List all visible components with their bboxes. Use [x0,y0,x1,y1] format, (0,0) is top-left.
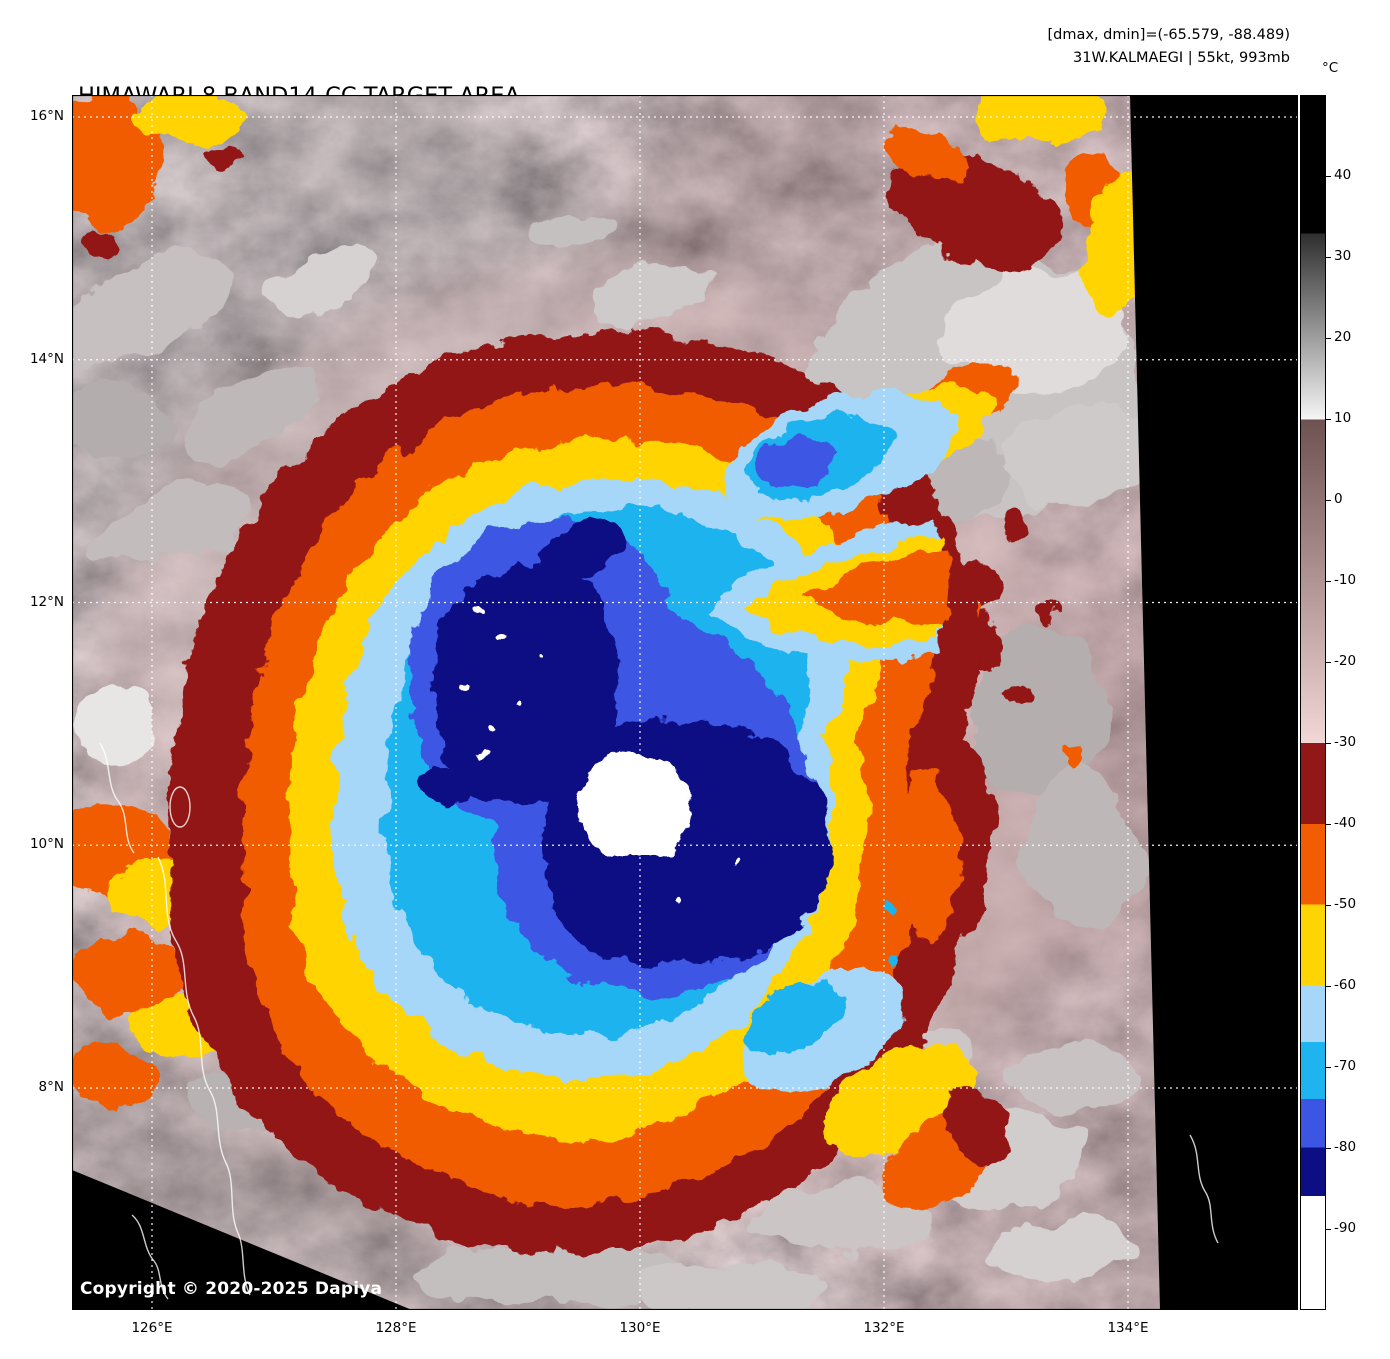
colorbar-tick-mark [1326,824,1331,825]
colorbar-tick-mark [1326,257,1331,258]
colorbar-tick-mark [1326,176,1331,177]
colorbar-tick-mark [1326,1229,1331,1230]
storm-info: 31W.KALMAEGI | 55kt, 993mb [1073,50,1290,66]
colorbar-tick-label: -80 [1334,1139,1357,1155]
lat-tick-label: 12°N [29,593,64,610]
lat-tick-label: 8°N [38,1079,64,1095]
typhoon-kalmaegi [169,332,1018,1253]
dmax-dmin-readout: [dmax, dmin]=(-65.579, -88.489) [1047,27,1291,43]
no-data-mask [72,95,1298,1310]
colorbar-tick-label: -10 [1334,572,1357,588]
colorbar-tick-label: 40 [1334,167,1352,183]
colorbar-tick-mark [1326,662,1331,663]
header-info: [dmax, dmin]=(-65.579, -88.489) 31W.KALM… [1048,24,1291,70]
lon-tick-label: 128°E [375,1320,417,1336]
colorbar-tick-label: 10 [1334,410,1352,426]
gridlines [72,95,1298,1310]
colorbar-tick-mark [1326,419,1331,420]
satellite-image [72,95,1298,1310]
lon-tick-label: 132°E [863,1320,905,1336]
lat-tick-label: 16°N [29,108,64,124]
lon-tick-label: 130°E [619,1320,661,1336]
map-plot: Copyright © 2020-2025 Dapiya [72,95,1298,1310]
colorbar-tick-mark [1326,1067,1331,1068]
colorbar-tick-mark [1326,1148,1331,1149]
colorbar-tick-mark [1326,338,1331,339]
overshooting-top-white [578,753,690,862]
colorbar-gradient [1300,95,1326,1310]
colorbar-tick-mark [1326,743,1331,744]
colorbar-tick-label: -90 [1334,1220,1357,1236]
coldest-tops-north [429,562,616,804]
coldest-tops-center [541,719,833,966]
map-frame [72,95,1298,1310]
colorbar-tick-label: -70 [1334,1058,1357,1074]
colorbar-tick-label: -30 [1334,734,1357,750]
colorbar-tick-label: 30 [1334,248,1352,264]
colorbar-tick-mark [1326,500,1331,501]
colorbar-tick-label: 0 [1334,491,1343,507]
copyright-notice: Copyright © 2020-2025 Dapiya [80,1279,383,1299]
lon-tick-label: 134°E [1107,1320,1149,1336]
lat-tick-label: 10°N [29,836,64,853]
colorbar-tick-mark [1326,986,1331,987]
colorbar-tick-label: -40 [1334,815,1357,831]
colorbar-unit: °C [1322,60,1339,76]
colorbar-tick-label: -50 [1334,896,1357,912]
colorbar-tick-label: -60 [1334,977,1357,993]
lon-tick-label: 126°E [131,1320,173,1336]
coastline-overlay [99,742,1219,1300]
colorbar-tick-mark [1326,905,1331,906]
colorbar-tick-label: -20 [1334,653,1357,669]
lat-tick-label: 14°N [29,350,64,367]
colorbar-tick-label: 20 [1334,329,1352,345]
colorbar-tick-mark [1326,581,1331,582]
